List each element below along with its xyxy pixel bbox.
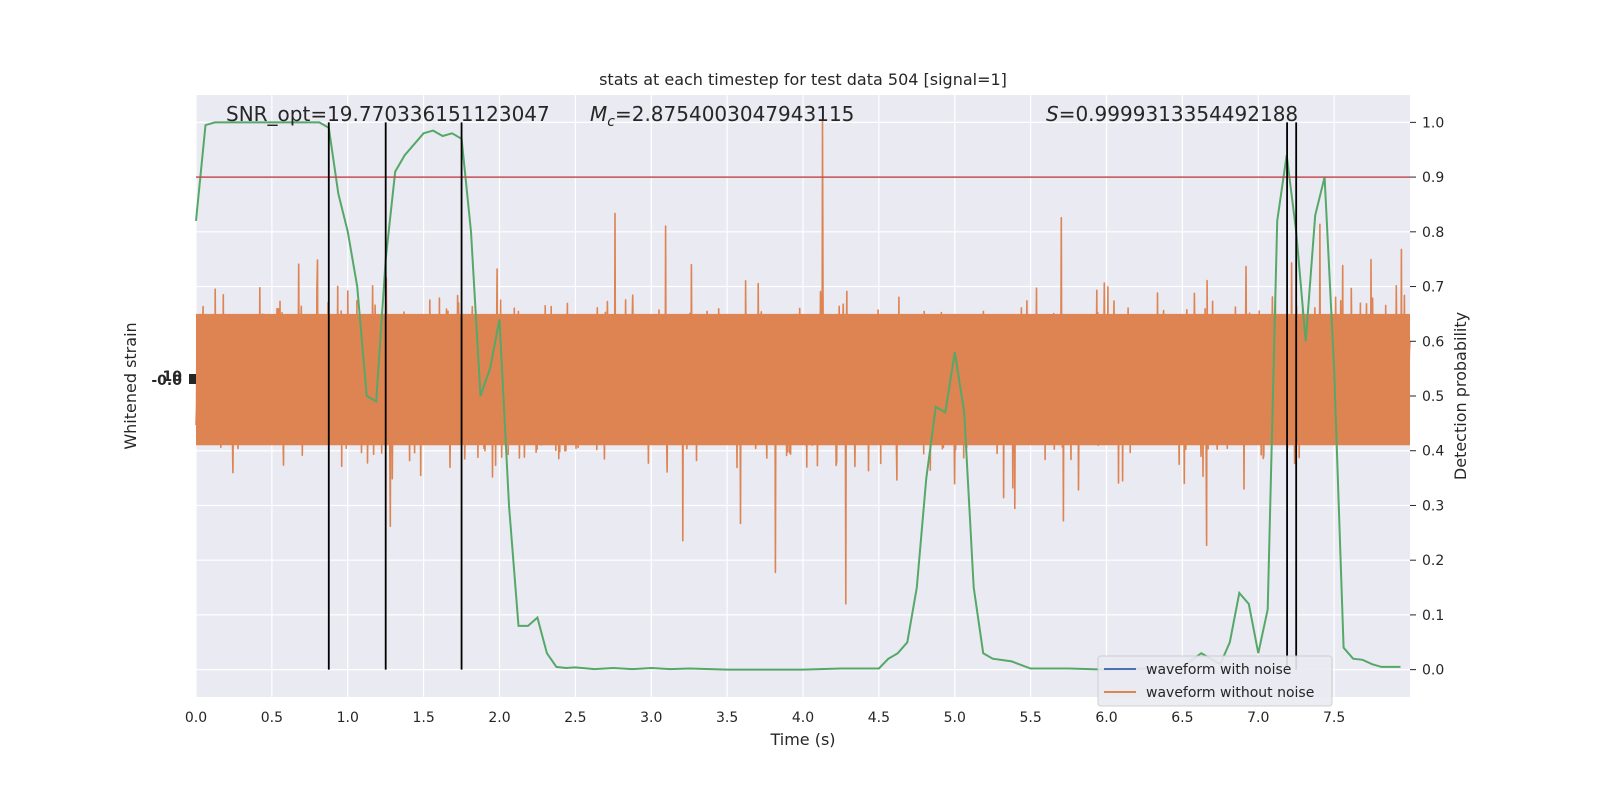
x-tick-label: 0.0: [185, 710, 207, 726]
detection-probability-line: [195, 121, 1401, 671]
chirp-mass-annotation: Mc=2.8754003047943115: [590, 102, 854, 130]
x-tick-label: 1.0: [337, 710, 359, 726]
y-tick-label: 0.0: [1422, 663, 1444, 679]
snr-annotation: SNR_opt=19.770336151123047: [226, 102, 550, 126]
y-axis-label-left: Whitened strain: [121, 322, 140, 449]
left-axis-overlapping-ticks: -0.0 10: [151, 369, 196, 389]
x-tick-label: 3.5: [716, 710, 738, 726]
y-tick-label: 0.1: [1422, 608, 1444, 624]
detection-markers: [327, 122, 1298, 670]
svg-text:10: 10: [163, 369, 183, 385]
y-tick-label: 0.8: [1422, 225, 1444, 241]
detection-probability-series: [195, 121, 1401, 671]
legend-label-without-noise: waveform without noise: [1146, 685, 1314, 701]
x-axis-ticks: 0.0 0.5 1.0 1.5 2.0 2.5 3.0 3.5 4.0 4.5 5.0 5.5 6.0 6…: [185, 710, 1345, 726]
x-tick-label: 7.0: [1247, 710, 1269, 726]
y-tick-label: 1.0: [1422, 115, 1444, 131]
waveform-without-noise-line: [195, 120, 1411, 605]
y-axis-label-right: Detection probability: [1451, 312, 1470, 480]
x-tick-label: 4.5: [868, 710, 890, 726]
y-tick-label: 0.7: [1422, 280, 1444, 296]
x-tick-label: 6.5: [1171, 710, 1193, 726]
y-tick-label: 0.2: [1422, 553, 1444, 569]
x-tick-label: 5.5: [1019, 710, 1041, 726]
svg-text:-0.0: -0.0: [151, 373, 182, 389]
waveform-series: [195, 120, 1411, 605]
x-tick-label: 3.0: [640, 710, 662, 726]
y-axis-ticks: 0.0 0.1 0.2 0.3 0.4 0.5 0.6 0.7 0.8 0.9 1.0: [1410, 115, 1444, 679]
legend: waveform with noise waveform without noi…: [1097, 655, 1333, 707]
chart-title: stats at each timestep for test data 504…: [599, 70, 1007, 89]
score-annotation: S=0.9999313354492188: [1046, 102, 1298, 126]
y-tick-label: 0.9: [1422, 170, 1444, 186]
legend-label-with-noise: waveform with noise: [1146, 662, 1291, 678]
x-tick-label: 0.5: [261, 710, 283, 726]
y-tick-label: 0.6: [1422, 334, 1444, 350]
x-tick-label: 2.0: [488, 710, 510, 726]
x-tick-label: 1.5: [412, 710, 434, 726]
x-tick-label: 5.0: [944, 710, 966, 726]
x-tick-label: 4.0: [792, 710, 814, 726]
x-tick-label: 2.5: [564, 710, 586, 726]
y-tick-label: 0.4: [1422, 444, 1444, 460]
x-tick-label: 6.0: [1095, 710, 1117, 726]
x-axis-label: Time (s): [769, 730, 835, 749]
y-tick-label: 0.5: [1422, 389, 1444, 405]
y-tick-label: 0.3: [1422, 498, 1444, 514]
x-tick-label: 7.5: [1323, 710, 1345, 726]
